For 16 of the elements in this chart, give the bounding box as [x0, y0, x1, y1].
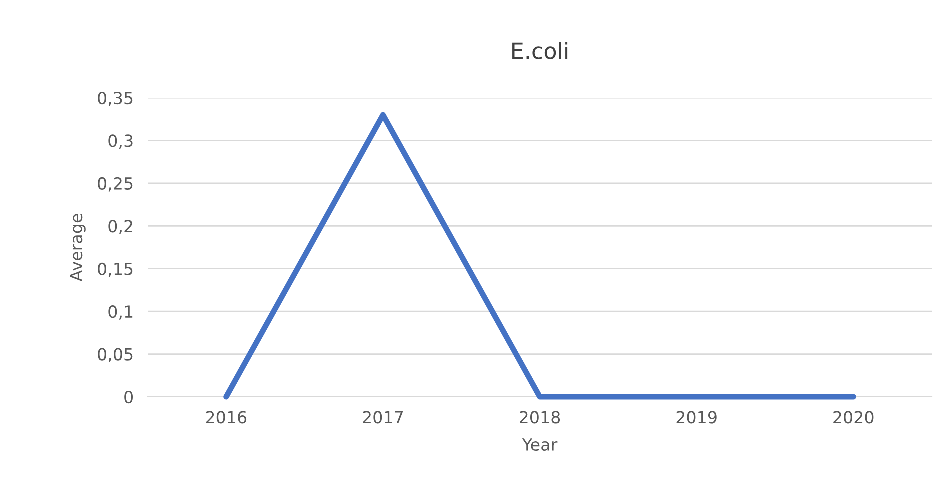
x-tick-label: 2020: [834, 411, 874, 424]
x-tick-label: 2019: [676, 411, 717, 424]
y-tick-label: 0: [124, 390, 134, 404]
y-tick-label: 0,15: [98, 262, 133, 278]
y-tick-label: 0,25: [98, 177, 133, 192]
y-tick-label: 0,3: [108, 134, 133, 149]
x-tick-label: 2018: [520, 411, 560, 424]
chart-title: E.coli: [512, 42, 568, 60]
y-axis-title: Average: [70, 214, 86, 282]
y-tick-label: 0,35: [98, 92, 133, 106]
y-tick-label: 0,1: [108, 306, 133, 320]
x-tick-label: 2016: [206, 411, 247, 424]
x-axis-title: Year: [522, 438, 558, 452]
y-tick-label: 0,05: [98, 348, 133, 363]
y-tick-label: 0,2: [108, 220, 132, 234]
x-tick-label: 2017: [363, 411, 403, 424]
